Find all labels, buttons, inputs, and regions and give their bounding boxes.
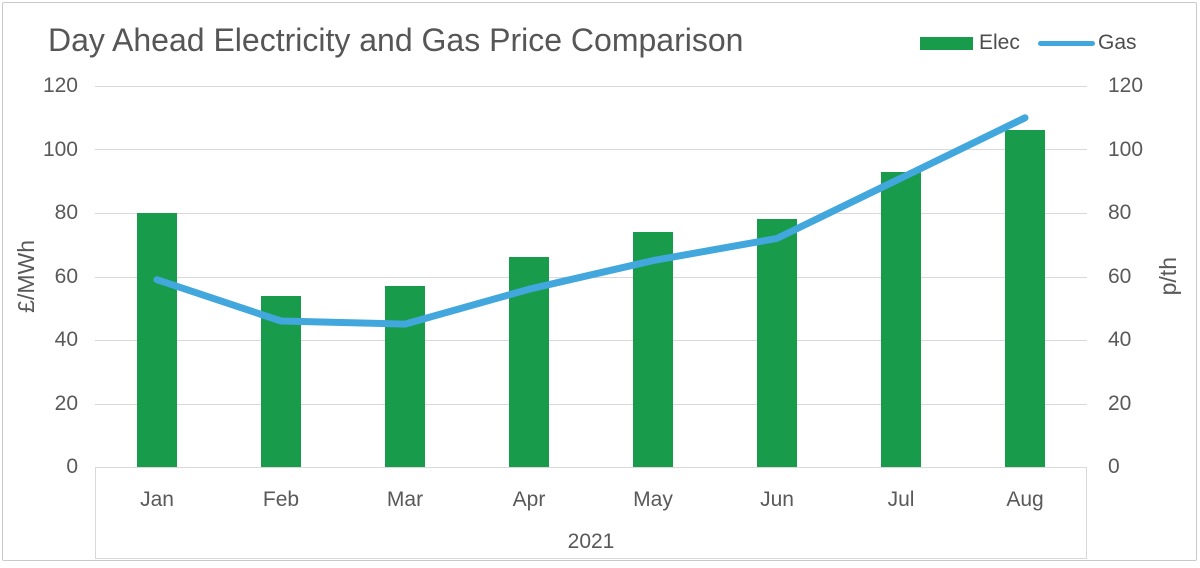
x-axis-year-label: 2021 [567, 530, 615, 553]
gridline [95, 340, 1087, 341]
y-axis-tick-right: 80 [1108, 201, 1132, 224]
y-axis-tick-left: 0 [66, 455, 78, 478]
x-axis-label: Jan [140, 488, 174, 511]
x-axis-label: Feb [262, 488, 300, 511]
gas-line [153, 114, 1029, 328]
x-axis-label: Jul [887, 488, 915, 511]
y-axis-tick-right: 60 [1108, 265, 1132, 288]
y-axis-tick-left: 100 [42, 138, 78, 161]
y-axis-tick-left: 40 [54, 328, 78, 351]
x-axis-label: Jun [760, 488, 794, 511]
y-axis-tick-right: 40 [1108, 328, 1132, 351]
elec-legend-label: Elec [979, 31, 1020, 54]
gridline [95, 86, 1087, 87]
elec-bar [137, 213, 177, 467]
y-axis-tick-right: 20 [1108, 392, 1132, 415]
x-axis-label: Mar [386, 488, 424, 511]
x-axis-label: Aug [1006, 488, 1044, 511]
x-axis-label: May [633, 488, 673, 511]
y-axis-tick-right: 120 [1108, 74, 1144, 97]
gridline [95, 149, 1087, 150]
elec-bar [633, 232, 673, 467]
x-axis-label-box [95, 467, 1087, 559]
gas-legend-label: Gas [1098, 31, 1137, 54]
y-axis-tick-left: 60 [54, 265, 78, 288]
elec-bar [757, 219, 797, 467]
gas-polyline [153, 114, 1029, 328]
gridline [95, 213, 1087, 214]
elec-bar [881, 172, 921, 467]
x-axis-label: Apr [512, 488, 546, 511]
plot-area [95, 86, 1087, 468]
gas-legend-swatch [1038, 41, 1095, 46]
y-axis-tick-left: 120 [42, 74, 78, 97]
elec-bar [1005, 130, 1045, 467]
gridline [95, 404, 1087, 405]
y-axis-tick-right: 100 [1108, 138, 1144, 161]
elec-legend-swatch [920, 37, 973, 50]
y-axis-tick-left: 20 [54, 392, 78, 415]
y-axis-tick-right: 0 [1108, 455, 1120, 478]
chart-title: Day Ahead Electricity and Gas Price Comp… [48, 22, 744, 58]
y-axis-tick-left: 80 [54, 201, 78, 224]
elec-bar [385, 286, 425, 467]
